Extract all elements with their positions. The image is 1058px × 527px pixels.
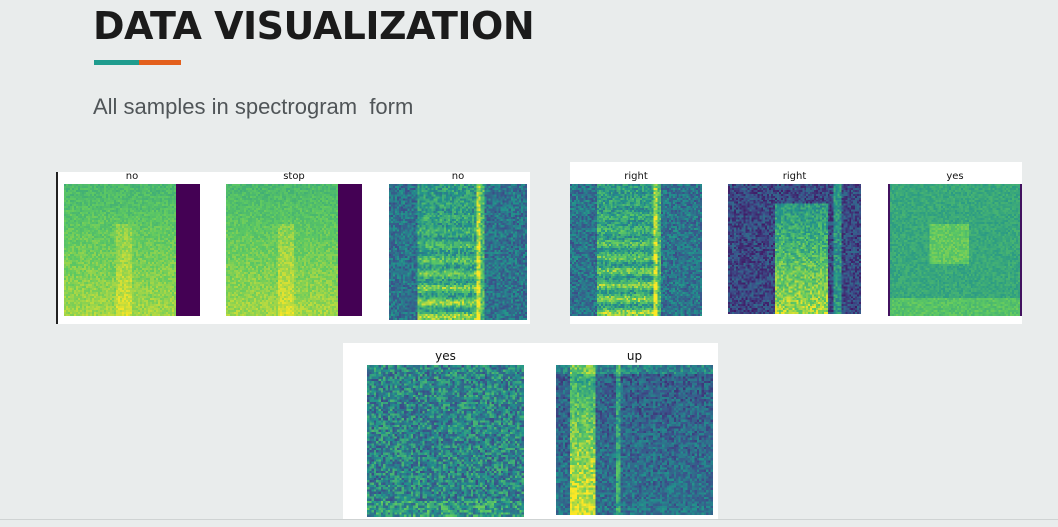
spectrogram-label: right bbox=[782, 171, 807, 182]
spectrogram-label: yes bbox=[946, 171, 964, 182]
spectrogram-right-2: right bbox=[728, 171, 861, 314]
title-accent-teal bbox=[94, 60, 139, 65]
spectrogram-image bbox=[64, 184, 200, 316]
spectrogram-image bbox=[556, 365, 713, 515]
spectrogram-panel-1: no stop no bbox=[56, 171, 530, 324]
spectrogram-image bbox=[226, 184, 362, 316]
spectrogram-yes-2: yes bbox=[367, 349, 524, 517]
spectrogram-label: no bbox=[125, 171, 139, 182]
spectrogram-no-2: no bbox=[389, 171, 527, 320]
spectrogram-image bbox=[728, 184, 861, 314]
spectrogram-panel-3: yes up bbox=[343, 343, 718, 519]
spectrogram-no-1: no bbox=[64, 171, 200, 316]
footer-divider bbox=[0, 519, 1058, 520]
spectrogram-image bbox=[389, 184, 527, 320]
spectrogram-up: up bbox=[556, 349, 713, 515]
spectrogram-image bbox=[570, 184, 702, 316]
page-title: DATA VISUALIZATION bbox=[93, 4, 535, 48]
spectrogram-label: up bbox=[626, 349, 643, 363]
title-accent-orange bbox=[139, 60, 181, 65]
spectrogram-label: stop bbox=[283, 171, 305, 182]
spectrogram-right-1: right bbox=[570, 171, 702, 316]
spectrogram-label: right bbox=[624, 171, 648, 182]
spectrogram-label: yes bbox=[435, 349, 456, 363]
spectrogram-yes-1: yes bbox=[888, 171, 1022, 316]
spectrogram-stop: stop bbox=[226, 171, 362, 316]
spectrogram-panel-2: right right yes bbox=[570, 162, 1022, 324]
spectrogram-label: no bbox=[451, 171, 465, 182]
spectrogram-image bbox=[367, 365, 524, 517]
page-subtitle: All samples in spectrogram form bbox=[93, 94, 414, 119]
spectrogram-image bbox=[888, 184, 1022, 316]
